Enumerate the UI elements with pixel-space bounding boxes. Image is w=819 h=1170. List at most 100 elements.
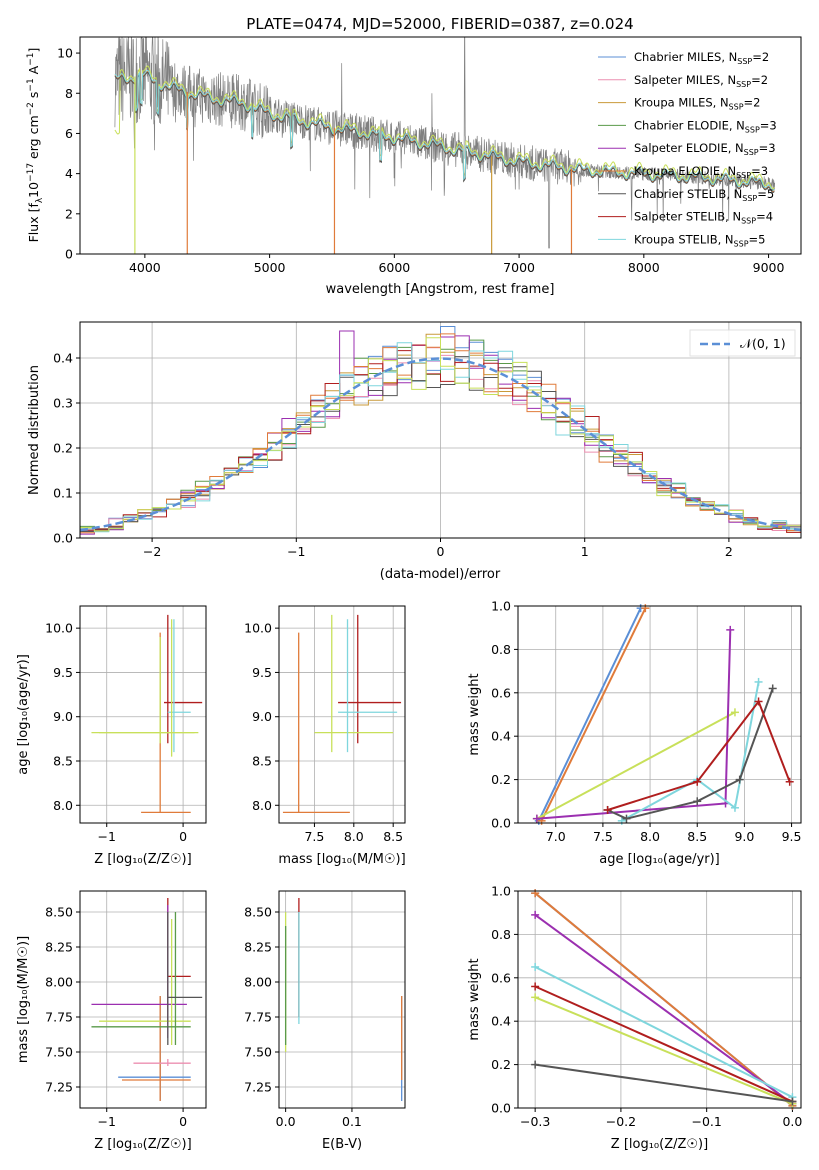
ylabel-part: −1	[26, 78, 36, 91]
y-tick-label: 7.25	[244, 1080, 272, 1095]
mass_vs_Z-xlabel: Z [log₁₀(Z/Z☉)]	[94, 1137, 191, 1152]
x-tick-label: 8.5	[687, 829, 707, 844]
age_vs_Z-ylabel: age [log₁₀(age/yr)]	[16, 654, 31, 775]
y-tick-label: 8.5	[53, 754, 73, 769]
y-tick-label: 9.5	[53, 665, 73, 680]
mass_vs_Z-plot	[91, 898, 203, 1101]
weight-series-line	[534, 892, 794, 1107]
legend-label: Kroupa STELIB, NSSP=5	[634, 232, 765, 248]
y-tick-label: 2	[65, 206, 73, 221]
legend-label: Salpeter ELODIE, NSSP=3	[634, 141, 776, 157]
y-tick-label: 8.00	[45, 975, 73, 990]
weight-series-line	[540, 607, 647, 822]
x-tick-label: 2	[725, 544, 733, 559]
model-kroupa-stelib-line	[114, 70, 775, 192]
weight-series-line	[534, 966, 793, 1099]
spectrum-axes: 4000 5000 6000 7000 8000 9000 0 2 4 6 8 10	[57, 46, 784, 275]
weight-series-line	[621, 681, 760, 822]
y-tick-label: 10.0	[244, 621, 272, 636]
y-tick-label: 1.0	[491, 599, 511, 614]
x-tick-label: 8.0	[640, 829, 660, 844]
mass_vs_ebv-axes: 0.0 0.1 7.25 7.50 7.75 8.00 8.25 8.50	[244, 891, 405, 1129]
age_vs_mass-xlabel: mass [log₁₀(M/M☉)]	[278, 852, 405, 867]
residuals-legend-label: 𝒩(0, 1)	[740, 336, 786, 351]
weight_vs_Z-axes: −0.3 −0.2 −0.1 0.0 0.0 0.2 0.4 0.6 0.8 1.0	[491, 884, 802, 1130]
y-tick-label: 1.0	[491, 884, 511, 899]
legend-label: Salpeter STELIB, NSSP=4	[634, 210, 773, 226]
y-tick-label: 8.50	[244, 905, 272, 920]
y-tick-label: 9.0	[252, 709, 272, 724]
x-tick-label: 9000	[753, 260, 785, 275]
y-tick-label: 0.2	[491, 772, 511, 787]
ylabel-part: −17	[26, 163, 36, 182]
ylabel-part: λ	[35, 197, 45, 203]
y-tick-label: 4	[65, 166, 73, 181]
y-tick-label: 9.5	[252, 665, 272, 680]
residuals-frame	[79, 321, 802, 539]
normal-curve	[80, 357, 801, 532]
mass_vs_ebv-frame	[278, 890, 406, 1109]
x-tick-label: −1	[98, 1114, 116, 1129]
x-tick-label: 5000	[254, 260, 286, 275]
spectrum-frame	[79, 36, 802, 255]
y-tick-label: 0.4	[491, 729, 511, 744]
ylabel-part: −2	[26, 102, 36, 115]
mass_vs_Z-axes: −1 0 7.25 7.50 7.75 8.00 8.25 8.50	[45, 891, 206, 1129]
legend-text: Kroupa MILES, N	[634, 96, 729, 110]
age_vs_mass-frame	[278, 605, 406, 824]
residuals-xlabel: (data-model)/error	[380, 567, 501, 582]
legend-sub: SSP	[742, 194, 757, 203]
legend-sub: SSP	[736, 80, 751, 89]
spectrum-plot	[114, 37, 776, 254]
x-tick-label: 9.5	[782, 829, 802, 844]
x-tick-label: −0.1	[691, 1114, 721, 1129]
x-tick-label: 7.0	[546, 829, 566, 844]
weight_vs_age-plot	[532, 604, 794, 825]
legend-text: Kroupa ELODIE, N	[634, 164, 736, 178]
y-tick-label: 0.4	[491, 1014, 511, 1029]
weight-series-line	[536, 629, 732, 820]
legend-tail: =2	[751, 73, 768, 87]
weight-series-line	[534, 996, 793, 1105]
spectrum-ylabel: Flux [fλ10−17 erg cm−2 s−1 A−1]	[26, 48, 45, 243]
legend-text: Kroupa STELIB, N	[634, 232, 734, 246]
y-tick-label: 0.2	[491, 1057, 511, 1072]
legend-sub: SSP	[737, 57, 752, 66]
y-tick-label: 0.0	[53, 531, 73, 546]
y-tick-label: 8.00	[244, 975, 272, 990]
weight_vs_Z-frame	[517, 890, 802, 1109]
legend-tail: =5	[757, 187, 774, 201]
legend-text: Chabrier ELODIE, N	[634, 118, 745, 132]
x-tick-label: 0.1	[342, 1114, 362, 1129]
weight_vs_age-axes: 7.0 7.5 8.0 8.5 9.0 9.5 0.0 0.2 0.4 0.6 0.8 1.0	[491, 599, 801, 845]
y-tick-label: 8.50	[45, 905, 73, 920]
ylabel-part: erg cm	[26, 115, 41, 163]
legend-text: Salpeter MILES, N	[634, 73, 736, 87]
ylabel-part: 10	[26, 182, 41, 198]
model-chabrier-stelib-line	[114, 72, 775, 194]
age_vs_Z-xlabel: Z [log₁₀(Z/Z☉)]	[94, 852, 191, 867]
y-tick-label: 0.6	[491, 685, 511, 700]
x-tick-label: 0	[437, 544, 445, 559]
y-tick-label: 7.75	[244, 1010, 272, 1025]
y-tick-label: 0.2	[53, 441, 73, 456]
age_vs_Z-plot	[91, 614, 203, 814]
y-tick-label: 8.25	[45, 940, 73, 955]
ylabel-part: −1	[26, 53, 36, 66]
figure-title: PLATE=0474, MJD=52000, FIBERID=0387, z=0…	[246, 15, 633, 33]
x-tick-label: 7.5	[593, 829, 613, 844]
weight-series-line	[537, 607, 642, 822]
weight-series-line	[607, 688, 774, 820]
weight_vs_age-ylabel: mass weight	[467, 673, 482, 755]
weight_vs_age-xlabel: age [log₁₀(age/yr)]	[599, 852, 720, 867]
weight-series-line	[534, 985, 793, 1103]
spectrum-xlabel: wavelength [Angstrom, rest frame]	[326, 282, 555, 297]
x-tick-label: 0.0	[276, 1114, 296, 1129]
legend-sub: SSP	[734, 239, 749, 248]
y-tick-label: 10	[57, 46, 73, 61]
y-tick-label: 8.0	[252, 798, 272, 813]
y-tick-label: 6	[65, 126, 73, 141]
weight-series-line	[535, 1063, 793, 1103]
legend-sub: SSP	[729, 103, 744, 112]
legend-text: Salpeter ELODIE, N	[634, 141, 744, 155]
